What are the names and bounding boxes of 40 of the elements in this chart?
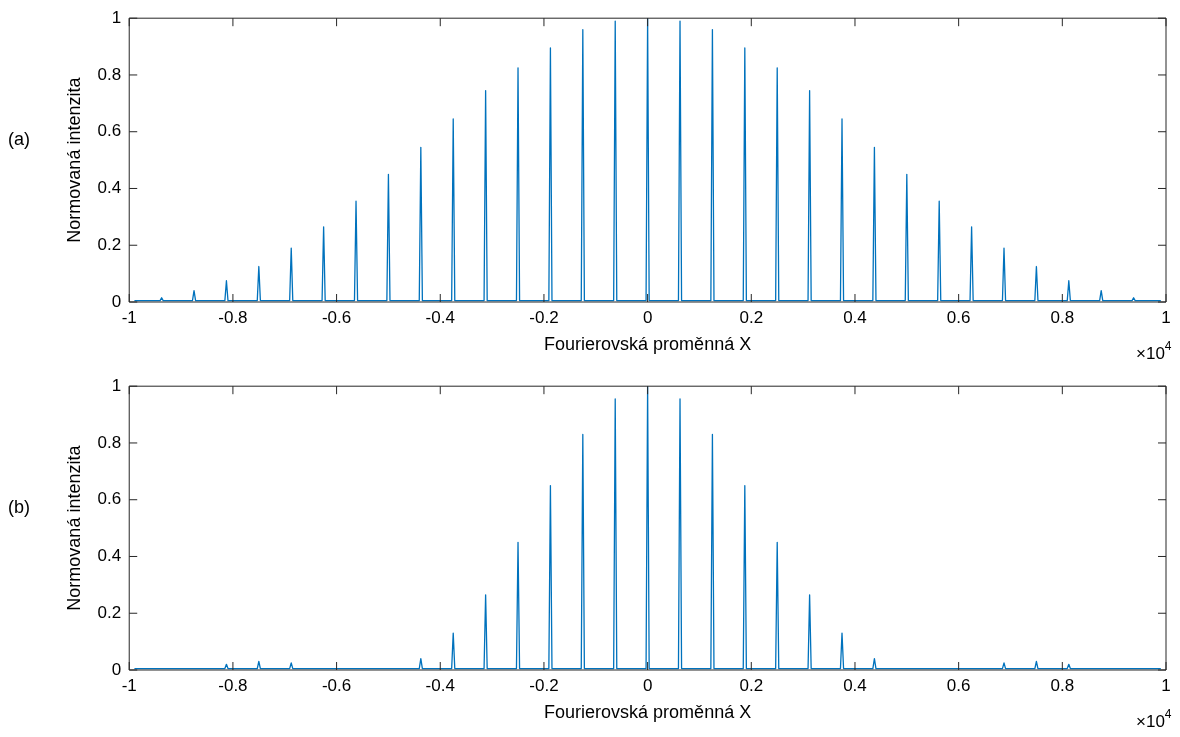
y-tick-label: 0.4: [97, 546, 122, 566]
y-tick-label: 0.8: [97, 432, 122, 452]
x-axis-title: Fourierovská proměnná X: [544, 702, 752, 723]
x-tick-label: -0.4: [425, 675, 455, 695]
x-tick-label: 0: [642, 307, 653, 327]
x-tick-label: -1: [121, 307, 137, 327]
y-tick-label: 0.2: [97, 234, 122, 254]
y-axis-title: Normovaná intenzita: [63, 444, 84, 611]
x-tick-label: 0: [642, 675, 653, 695]
x-tick-label: 0.4: [843, 307, 867, 327]
x-tick-label: -0.4: [425, 307, 455, 327]
x-tick-label: -0.8: [218, 675, 248, 695]
x-tick-label: -1: [121, 675, 137, 695]
text: (a): [8, 129, 30, 150]
x-tick-label: 1: [1161, 307, 1171, 327]
x-tick-label: -0.8: [218, 307, 248, 327]
y-tick-label: 0.8: [97, 64, 122, 84]
y-tick-label: 0.6: [97, 121, 122, 141]
x-tick-label: -0.2: [529, 675, 559, 695]
y-tick-label: 0.4: [97, 178, 122, 198]
x-tick-label: 1: [1161, 675, 1171, 695]
x-tick-label: 0.4: [843, 675, 867, 695]
x-tick-label: -0.6: [321, 675, 352, 695]
x-tick-label: 0.2: [739, 307, 764, 327]
x-axis-title: Fourierovská proměnná X: [544, 334, 752, 355]
x-tick-label: -0.2: [529, 307, 559, 327]
y-tick-label: 1: [111, 7, 122, 27]
y-tick-label: 1: [111, 375, 122, 395]
x-tick-label: 0.6: [946, 307, 971, 327]
y-tick-label: 0: [111, 291, 122, 311]
y-tick-label: 0: [111, 659, 122, 679]
x-tick-label: 0.6: [946, 675, 971, 695]
x-tick-label: 0.2: [739, 675, 764, 695]
y-tick-label: 0.2: [97, 602, 122, 622]
y-axis-title: Normovaná intenzita: [63, 76, 84, 243]
text: (b): [8, 497, 30, 518]
x-tick-label: 0.8: [1050, 675, 1075, 695]
y-tick-label: 0.6: [97, 489, 122, 509]
x-tick-label: -0.6: [321, 307, 352, 327]
x-tick-label: 0.8: [1050, 307, 1075, 327]
